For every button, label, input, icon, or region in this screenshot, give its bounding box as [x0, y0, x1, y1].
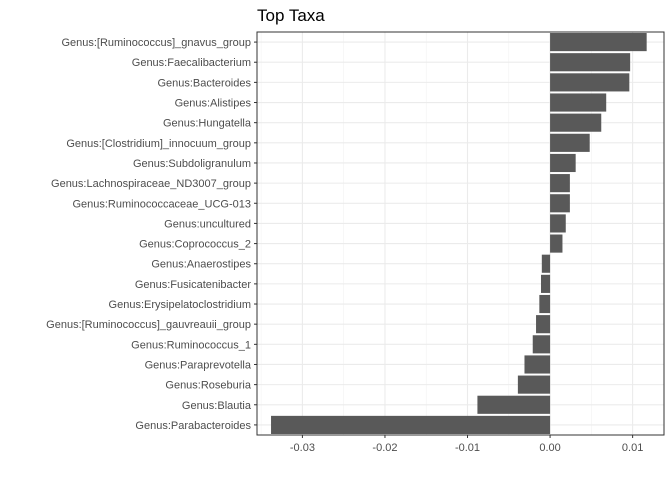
y-tick-label: Genus:Coprococcus_2 — [139, 239, 251, 251]
bar — [517, 375, 551, 394]
y-tick-label: Genus:Paraprevotella — [145, 359, 252, 371]
bar — [550, 93, 607, 112]
bar — [550, 174, 570, 193]
y-tick-label: Genus:Fusicatenibacter — [135, 279, 252, 291]
bar — [532, 335, 551, 354]
bar — [536, 315, 551, 334]
bar — [550, 194, 570, 213]
y-tick-label: Genus:[Ruminococcus]_gauvreauii_group — [46, 319, 251, 331]
bar — [550, 234, 563, 253]
y-tick-label: Genus:Anaerostipes — [151, 259, 251, 271]
y-tick-label: Genus:Ruminococcaceae_UCG-013 — [72, 198, 251, 210]
bar — [524, 355, 551, 374]
bar — [550, 214, 566, 233]
y-tick-label: Genus:Parabacteroides — [135, 420, 251, 432]
panel-border — [256, 31, 665, 436]
y-tick-label: Genus:[Clostridium]_innocuum_group — [66, 138, 251, 150]
x-tick-label: -0.03 — [290, 442, 315, 454]
bar — [550, 153, 576, 173]
y-tick-label: Genus:Bacteroides — [157, 77, 251, 89]
bar — [550, 53, 631, 72]
x-tick-label: 0.00 — [539, 442, 560, 454]
y-tick-label: Genus:Lachnospiraceae_ND3007_group — [51, 178, 251, 190]
y-axis: Genus:[Ruminococcus]_gnavus_group Genus:F… — [46, 37, 257, 432]
y-tick-label: Genus:Faecalibacterium — [132, 57, 251, 69]
y-tick-label: Genus:Alistipes — [175, 98, 252, 110]
y-tick-label: Genus:Hungatella — [163, 118, 252, 130]
bars — [271, 33, 647, 434]
y-tick-label: Genus:Blautia — [182, 400, 252, 412]
x-tick-label: 0.01 — [622, 442, 643, 454]
y-tick-label: Genus:uncultured — [164, 218, 251, 230]
x-axis: -0.03 -0.02 -0.01 0.00 0.01 — [290, 435, 643, 454]
bar — [550, 33, 647, 52]
y-tick-label: Genus:Roseburia — [165, 380, 251, 392]
y-tick-label: Genus:Ruminococcus_1 — [131, 339, 251, 351]
bar — [541, 254, 551, 273]
bar — [271, 415, 551, 434]
y-tick-label: Genus:[Ruminococcus]_gnavus_group — [61, 37, 251, 49]
y-tick-label: Genus:Subdoligranulum — [133, 158, 251, 170]
bar — [550, 133, 590, 152]
bar — [477, 395, 551, 414]
y-tick-label: Genus:Erysipelatoclostridium — [109, 299, 251, 311]
bar — [550, 113, 602, 132]
x-tick-label: -0.01 — [455, 442, 480, 454]
chart-title: Top Taxa — [257, 6, 325, 25]
bar — [540, 274, 551, 293]
bar — [550, 73, 630, 92]
bar — [539, 294, 551, 314]
x-tick-label: -0.02 — [372, 442, 397, 454]
